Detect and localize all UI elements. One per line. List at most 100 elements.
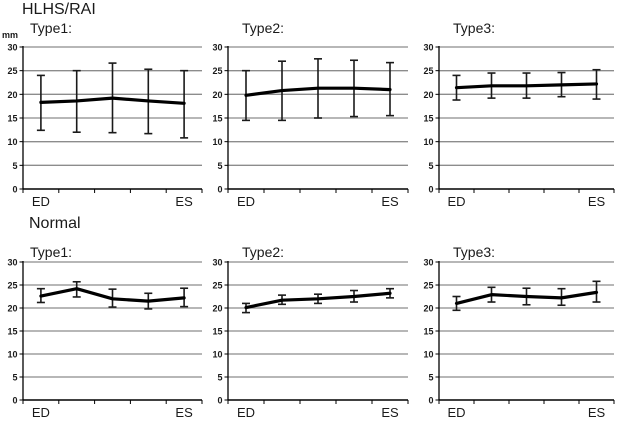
y-tick-label: 20 (423, 90, 433, 100)
chart-title: Type3: (453, 244, 496, 260)
y-tick-label: 25 (423, 281, 433, 291)
x-axis: ED ES (22, 399, 203, 420)
x-tick-label: ED (447, 405, 465, 420)
chart-canvas: 0 5 10 15 20 25 30 ED ES (212, 258, 409, 420)
y-tick-label: 30 (7, 43, 17, 53)
chart-hlhs-type2: Type2: 0 5 10 15 20 25 30 ED ES (205, 20, 417, 213)
chart-hlhs-type3: Type3: 0 5 10 15 20 25 30 ED ES (416, 20, 617, 213)
y-tick-label: 25 (212, 281, 222, 291)
y-axis: 0 5 10 15 20 25 30 (212, 258, 229, 406)
chart-normal-type2: Type2: 0 5 10 15 20 25 30 ED ES (205, 244, 417, 424)
y-tick-label: 25 (423, 66, 433, 76)
x-tick-label: ES (381, 405, 399, 420)
y-axis: 0 5 10 15 20 25 30 (7, 258, 24, 406)
gridlines (23, 46, 202, 166)
x-axis: ED ES (438, 188, 615, 209)
y-axis: 0 5 10 15 20 25 30 (423, 258, 440, 406)
y-tick-label: 30 (212, 43, 222, 53)
chart-title: Type2: (242, 244, 285, 260)
y-tick-label: 5 (12, 373, 17, 383)
y-tick-label: 0 (12, 185, 17, 195)
x-axis: ED ES (227, 188, 409, 209)
chart-normal-type1: Type1: 0 5 10 15 20 25 30 ED ES (0, 244, 212, 424)
chart-title: Type1: (30, 244, 73, 260)
x-axis: ED ES (22, 188, 203, 209)
gridlines (23, 261, 202, 378)
y-tick-label: 20 (212, 90, 222, 100)
gridlines (439, 261, 614, 378)
y-tick-label: 15 (7, 114, 17, 124)
error-bars (242, 287, 394, 314)
y-tick-label: 0 (12, 396, 17, 406)
y-tick-label: 5 (217, 373, 222, 383)
y-tick-label: 25 (7, 66, 17, 76)
chart-canvas: 0 5 10 15 20 25 30 ED ES (7, 43, 203, 209)
y-tick-label: 15 (7, 327, 17, 337)
gridlines (439, 46, 614, 166)
y-tick-label: 20 (7, 90, 17, 100)
y-tick-label: 15 (212, 114, 222, 124)
y-tick-label: 10 (7, 350, 17, 360)
y-tick-label: 30 (212, 258, 222, 268)
y-tick-label: 10 (7, 137, 17, 147)
y-axis: 0 5 10 15 20 25 30 (7, 43, 24, 195)
y-axis: 0 5 10 15 20 25 30 (423, 43, 440, 195)
y-tick-label: 10 (212, 137, 222, 147)
y-tick-label: 10 (423, 350, 433, 360)
x-tick-label: ES (381, 194, 399, 209)
chart-title: Type2: (242, 20, 285, 36)
y-tick-label: 20 (7, 304, 17, 314)
x-axis: ED ES (438, 399, 615, 420)
x-axis: ED ES (227, 399, 409, 420)
chart-canvas: 0 5 10 15 20 25 30 ED ES (212, 43, 409, 209)
series-line (244, 291, 392, 310)
series-line (244, 86, 392, 97)
y-tick-label: 15 (423, 327, 433, 337)
y-tick-label: 5 (12, 161, 17, 171)
x-tick-label: ED (237, 405, 255, 420)
y-tick-label: 20 (212, 304, 222, 314)
x-tick-label: ED (447, 194, 465, 209)
y-tick-label: 20 (423, 304, 433, 314)
x-tick-label: ES (175, 194, 193, 209)
series-line (454, 82, 599, 90)
y-tick-label: 10 (423, 137, 433, 147)
y-tick-label: 0 (217, 185, 222, 195)
chart-title: Type3: (453, 20, 496, 36)
y-tick-label: 5 (428, 161, 433, 171)
error-bars (36, 280, 189, 310)
y-tick-label: 0 (428, 396, 433, 406)
x-tick-label: ED (237, 194, 255, 209)
y-tick-label: 25 (212, 66, 222, 76)
error-bars (452, 68, 601, 101)
chart-canvas: 0 5 10 15 20 25 30 ED ES (423, 258, 615, 420)
y-tick-label: 30 (423, 43, 433, 53)
y-tick-label: 15 (423, 114, 433, 124)
y-tick-label: 25 (7, 281, 17, 291)
y-tick-label: 5 (428, 373, 433, 383)
chart-normal-type3: Type3: 0 5 10 15 20 25 30 ED ES (416, 244, 617, 424)
y-tick-label: 10 (212, 350, 222, 360)
series-line (39, 287, 186, 303)
x-tick-label: ES (588, 194, 606, 209)
section-title-hlhs-rai: HLHS/RAI (22, 1, 96, 18)
x-tick-label: ES (588, 405, 606, 420)
y-axis: 0 5 10 15 20 25 30 (212, 43, 229, 195)
y-tick-label: 0 (217, 396, 222, 406)
series-line (454, 290, 599, 306)
chart-title: Type1: (30, 20, 73, 36)
y-axis-unit-label: mm (2, 30, 19, 40)
y-tick-label: 30 (7, 258, 17, 268)
section-title-normal: Normal (29, 215, 81, 232)
chart-canvas: 0 5 10 15 20 25 30 ED ES (423, 43, 615, 209)
y-tick-label: 15 (212, 327, 222, 337)
x-tick-label: ED (32, 194, 50, 209)
x-tick-label: ES (175, 405, 193, 420)
chart-hlhs-type1: Type1: 0 5 10 15 20 25 30 ED ES (0, 20, 212, 213)
y-tick-label: 0 (428, 185, 433, 195)
series-line (39, 96, 186, 105)
gridlines (228, 261, 408, 378)
y-tick-label: 5 (217, 161, 222, 171)
chart-canvas: 0 5 10 15 20 25 30 ED ES (7, 258, 203, 420)
